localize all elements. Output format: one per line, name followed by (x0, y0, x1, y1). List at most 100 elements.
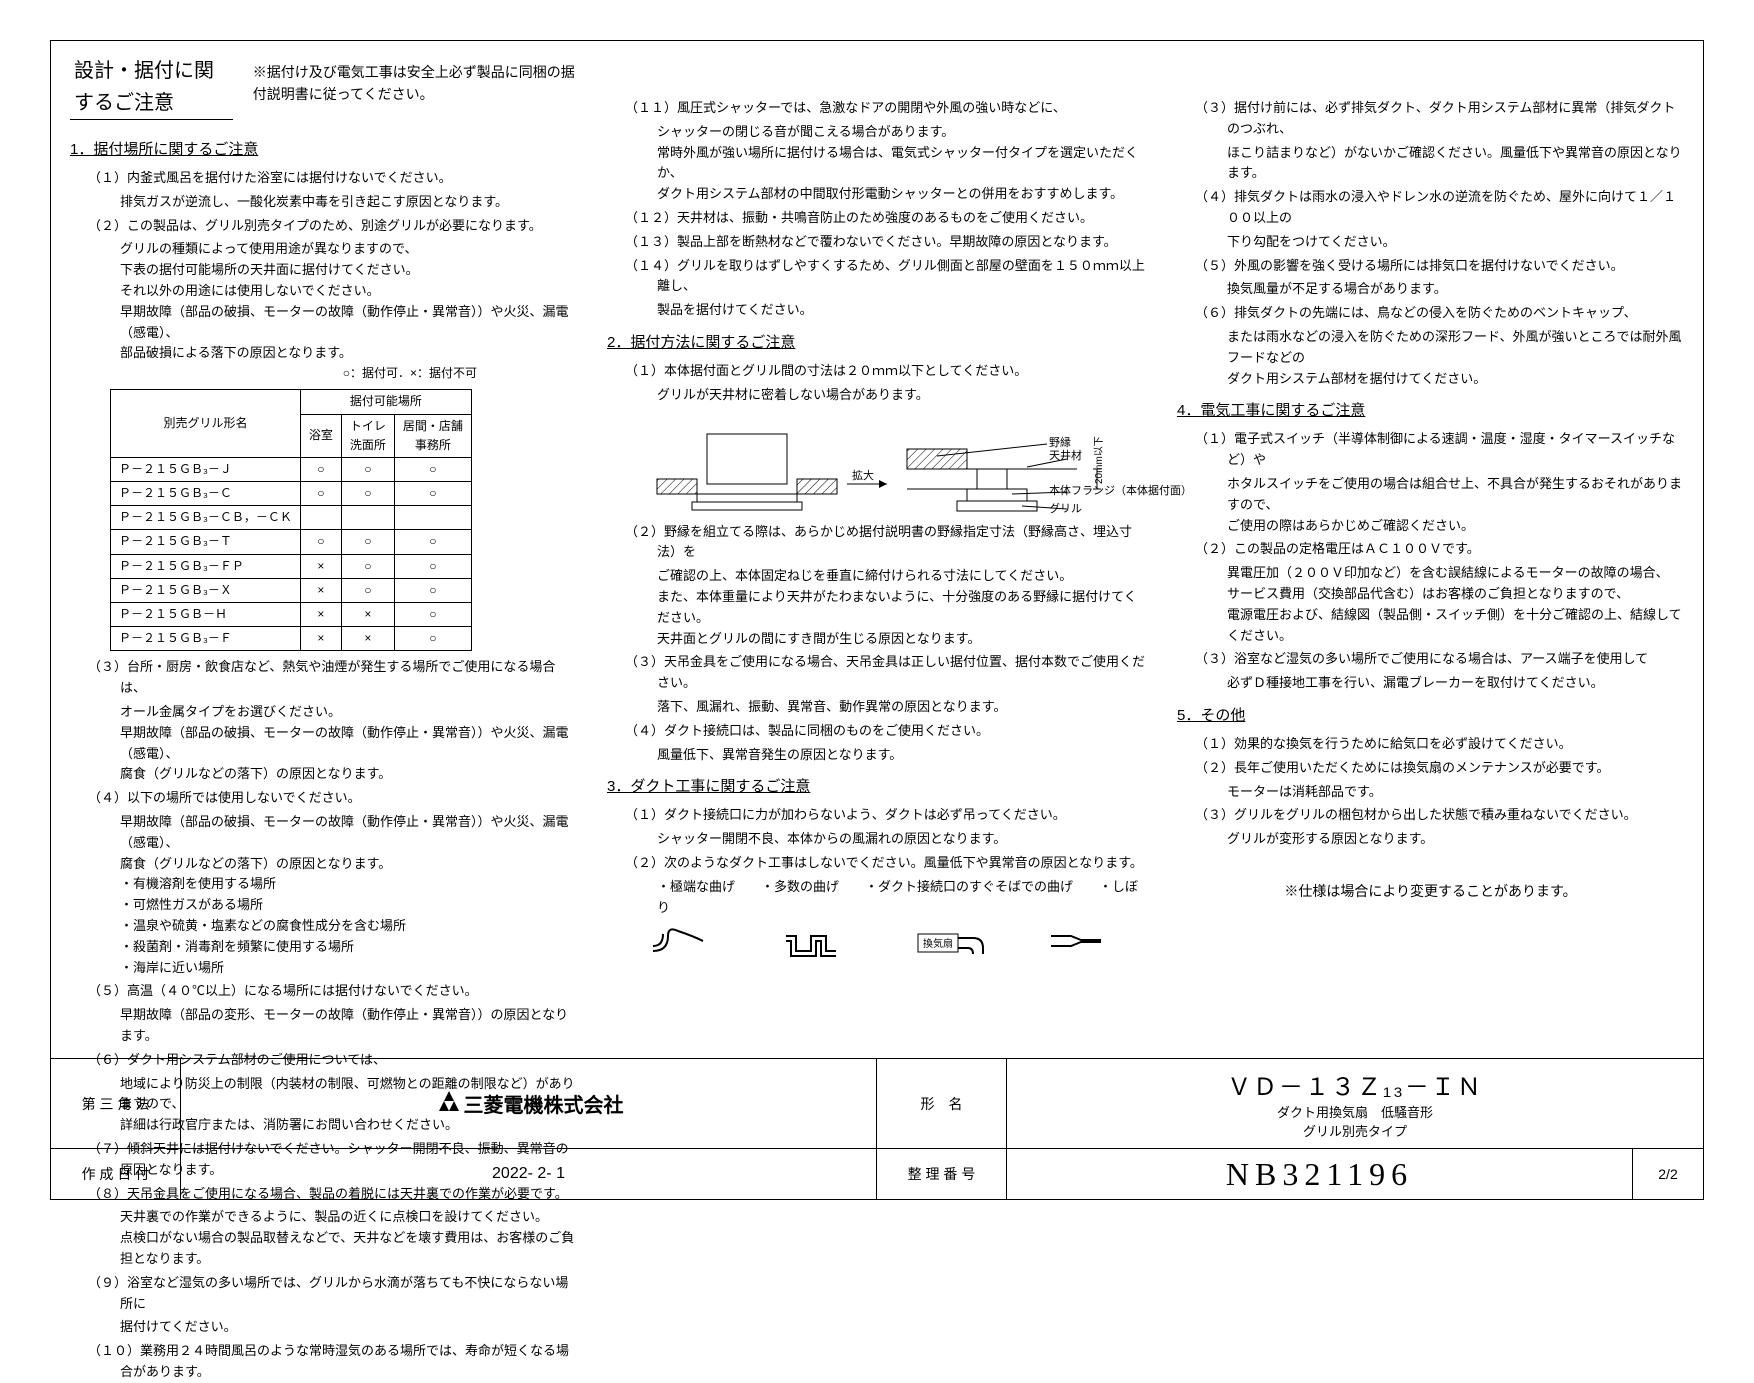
s1-i8c: 点検口がない場合の製品取替えなどで、天井などを壊す費用は、お客様のご負担となりま… (120, 1228, 577, 1270)
s1-i2f: 部品破損による落下の原因となります。 (120, 343, 577, 364)
s3-i4: （４）排気ダクトは雨水の浸入やドレン水の逆流を防ぐため、屋外に向けて１／１００以… (1195, 187, 1684, 229)
s1-i4l5: ・海岸に近い場所 (120, 958, 577, 979)
s1-i12: （１２）天井材は、振動・共鳴音防止のため強度のあるものをご使用ください。 (625, 208, 1147, 229)
s2-i3: （３）天吊金具をご使用になる場合、天吊金具は正しい据付位置、据付本数でご使用くだ… (625, 652, 1147, 694)
table-cell: Ｐ－２１５ＧＢ₃－ＦＰ (111, 554, 301, 578)
table-cell: × (300, 578, 341, 602)
th-c1: 浴室 (300, 414, 341, 457)
table-cell: ○ (341, 530, 394, 554)
table-cell: Ｐ－２１５ＧＢ₃－ＣＢ，－ＣＫ (111, 506, 301, 530)
s1-i2: （２）この製品は、グリル別売タイプのため、別途グリルが必要になります。 (88, 216, 577, 237)
table-cell: ○ (300, 530, 341, 554)
s3-i1b: シャッター開閉不良、本体からの風漏れの原因となります。 (657, 829, 1147, 850)
table-cell (300, 506, 341, 530)
s1-i11d: ダクト用システム部材の中間取付形電動シャッターとの併用をおすすめします。 (657, 184, 1147, 205)
duct-sharp-bend-icon (648, 926, 708, 956)
table-cell (394, 506, 471, 530)
table-legend: ○：据付可．×：据付不可 (110, 364, 477, 383)
diagram-svg: 拡大 野縁 天井材 本体フランジ（本体据付面） グリル (647, 414, 1107, 524)
s1-i3c: 早期故障（部品の破損、モーターの故障（動作停止・異常音））や火災、漏電（感電）、 (120, 723, 577, 765)
table-cell: ○ (394, 482, 471, 506)
s1-i4l2: ・可燃性ガスがある場所 (120, 895, 577, 916)
s3-i4b: 下り勾配をつけてください。 (1227, 232, 1684, 253)
s5-i2: （２）長年ご使用いただくためには換気扇のメンテナンスが必要です。 (1195, 758, 1684, 779)
s1-i3d: 腐食（グリルなどの落下）の原因となります。 (120, 764, 577, 785)
install-diagram: 拡大 野縁 天井材 本体フランジ（本体据付面） グリル (647, 414, 1107, 514)
column-3: （３）据付け前には、必ず排気ダクト、ダクト用システム部材に異常（排気ダクトのつぶ… (1177, 55, 1684, 1005)
duct-many-bends-icon (781, 926, 841, 956)
s3-i6b: または雨水などの浸入を防ぐための深形フード、外風が強いところでは耐外風フードなど… (1227, 327, 1684, 369)
s1-i9b: 据付けてください。 (120, 1317, 577, 1338)
table-cell: Ｐ－２１５ＧＢ₃－Ｘ (111, 578, 301, 602)
mitsubishi-logo-icon (434, 1089, 464, 1119)
s4-i2d: 電源電圧および、結線図（製品側・スイッチ側）を十分ご確認の上、結線してください。 (1227, 605, 1684, 647)
sec1-title: 1．据付場所に関するご注意 (70, 138, 577, 162)
sec2-title: 2．据付方法に関するご注意 (607, 331, 1147, 355)
table-cell: ○ (394, 530, 471, 554)
table-cell: × (341, 627, 394, 651)
s2-i2b: ご確認の上、本体固定ねじを垂直に締付けられる寸法にしてください。 (657, 566, 1147, 587)
s5-i2b: モーターは消耗部品です。 (1227, 782, 1684, 803)
table-cell: × (341, 603, 394, 627)
s4-i3b: 必ずＤ種接地工事を行い、漏電ブレーカーを取付けてください。 (1227, 673, 1684, 694)
s4-i2b: 異電圧加（２００Ｖ印加など）を含む誤結線によるモーターの故障の場合、 (1227, 563, 1684, 584)
s1-i13: （１３）製品上部を断熱材などで覆わないでください。早期故障の原因となります。 (625, 232, 1147, 253)
company-cell: 三菱電機株式会社 (181, 1059, 876, 1148)
s2-i1: （１）本体据付面とグリル間の寸法は２０ｍｍ以下としてください。 (625, 361, 1147, 382)
docnum-label: 整 理 番 号 (877, 1149, 1007, 1199)
table-cell: ○ (394, 603, 471, 627)
table-cell: ○ (341, 482, 394, 506)
s1-i2e: 早期故障（部品の破損、モーターの故障（動作停止・異常音））や火災、漏電（感電）、 (120, 302, 577, 344)
header-note: ※据付け及び電気工事は安全上必ず製品に同梱の据付説明書に従ってください。 (253, 61, 577, 106)
table-cell: ○ (394, 554, 471, 578)
th-c2: トイレ 洗面所 (341, 414, 394, 457)
s3-i6c: ダクト用システム部材を据付けてください。 (1227, 369, 1684, 390)
table-cell: ○ (341, 457, 394, 481)
main-title: 設計・据付に関するご注意 (70, 55, 233, 120)
svg-text:換気扇: 換気扇 (923, 937, 953, 950)
table-cell: × (300, 603, 341, 627)
s1-i5b: 早期故障（部品の変形、モーターの故障（動作停止・異常音））の原因となります。 (120, 1005, 577, 1047)
lbl-flange: 本体フランジ（本体据付面） (1049, 483, 1192, 497)
table-cell: ○ (394, 627, 471, 651)
s3-i5b: 換気風量が不足する場合があります。 (1227, 279, 1684, 300)
s4-i1c: ご使用の際はあらかじめご確認ください。 (1227, 516, 1684, 537)
s1-i11: （１１）風圧式シャッターでは、急激なドアの開閉や外風の強い時などに、 (625, 98, 1147, 119)
s1-i4l3: ・温泉や硫黄・塩素などの腐食性成分を含む場所 (120, 916, 577, 937)
table-cell: ○ (300, 457, 341, 481)
sec3-title: 3．ダクト工事に関するご注意 (607, 775, 1147, 799)
s5-i1: （１）効果的な換気を行うために給気口を必ず設けてください。 (1195, 734, 1684, 755)
duct-narrow-icon (1046, 926, 1106, 956)
zoom-label: 拡大 (852, 468, 874, 482)
table-cell: × (300, 554, 341, 578)
s4-i2: （２）この製品の定格電圧はＡＣ１００Ｖです。 (1195, 539, 1684, 560)
s2-i1b: グリルが天井材に密着しない場合があります。 (657, 385, 1147, 406)
model-sub2: グリル別売タイプ (1303, 1121, 1407, 1140)
s1-i2d: それ以外の用途には使用しないでください。 (120, 281, 577, 302)
table-cell: Ｐ－２１５ＧＢ₃－Ｃ (111, 482, 301, 506)
table-cell: Ｐ－２１５ＧＢ₃－Ｆ (111, 627, 301, 651)
s4-i1: （１）電子式スイッチ（半導体制御による速調・温度・湿度・タイマースイッチなど）や (1195, 429, 1684, 471)
table-cell: ○ (300, 482, 341, 506)
s1-i4c: 腐食（グリルなどの落下）の原因となります。 (120, 854, 577, 875)
th-place: 据付可能場所 (300, 390, 471, 414)
s1-i10: （１０）業務用２４時間風呂のような常時湿気のある場所では、寿命が短くなる場合があ… (88, 1341, 577, 1383)
page-number: 2/2 (1633, 1149, 1703, 1199)
s1-i11b: シャッターの閉じる音が聞こえる場合があります。 (657, 122, 1147, 143)
model-cell: ＶＤ－１３Ｚ₁₃－ＩＮ ダクト用換気扇 低騒音形 グリル別売タイプ (1007, 1059, 1703, 1148)
s3-i3: （３）据付け前には、必ず排気ダクト、ダクト用システム部材に異常（排気ダクトのつぶ… (1195, 98, 1684, 140)
s2-i4b: 風量低下、異常音発生の原因となります。 (657, 745, 1147, 766)
s3-i2b: ・極端な曲げ ・多数の曲げ ・ダクト接続口のすぐそばでの曲げ ・しぼり (657, 877, 1147, 919)
column-1: 設計・据付に関するご注意 ※据付け及び電気工事は安全上必ず製品に同梱の据付説明書… (70, 55, 577, 1005)
s2-i2c: また、本体重量により天井がたわまないように、十分強度のある野縁に据付けてください… (657, 587, 1147, 629)
model-number: ＶＤ－１３Ｚ₁₃－ＩＮ (1227, 1067, 1483, 1102)
s1-i5: （５）高温（４０℃以上）になる場所には据付けないでください。 (88, 981, 577, 1002)
th-c3: 居間・店舗 事務所 (394, 414, 471, 457)
spec-note: ※仕様は場合により変更することがあります。 (1177, 880, 1684, 902)
lbl-nobuchi: 野縁 (1049, 435, 1071, 449)
lbl-20mm: 20mm以下 (1094, 436, 1105, 484)
s5-i3: （３）グリルをグリルの梱包材から出した状態で積み重ねないでください。 (1195, 805, 1684, 826)
sec5-title: 5．その他 (1177, 704, 1684, 728)
table-cell: Ｐ－２１５ＧＢ－Ｈ (111, 603, 301, 627)
s1-i1b: 排気ガスが逆流し、一酸化炭素中毒を引き起こす原因となります。 (120, 192, 577, 213)
